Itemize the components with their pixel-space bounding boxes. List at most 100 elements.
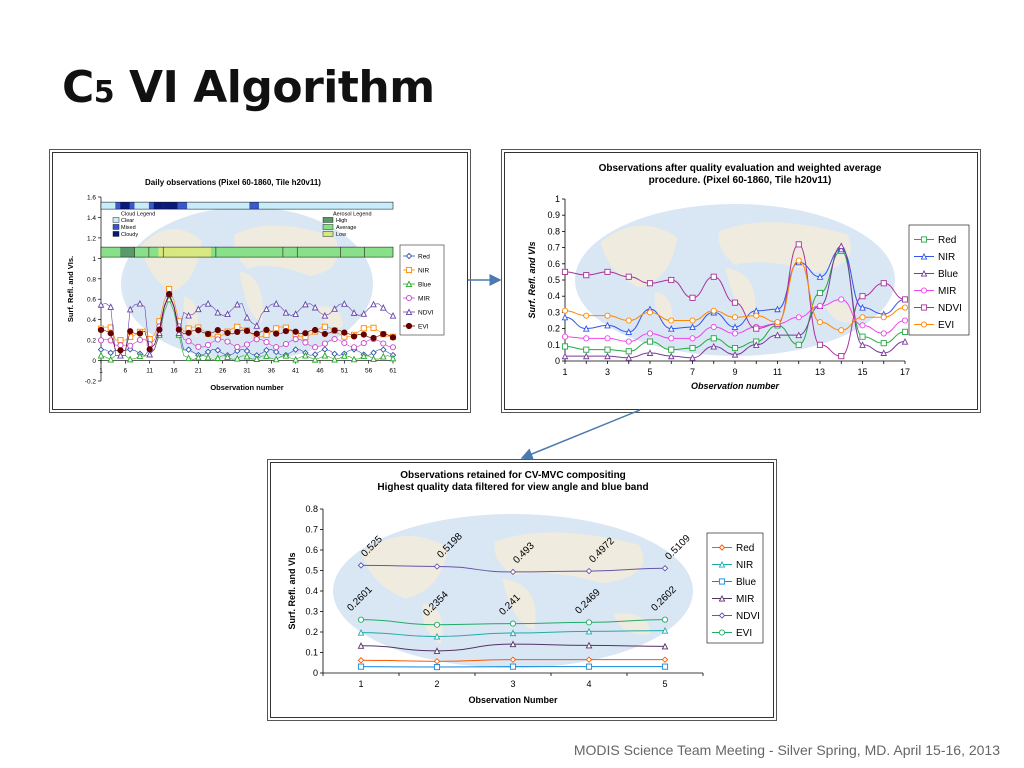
data-point-red xyxy=(795,341,802,348)
data-point-red xyxy=(901,328,909,335)
data-point-red xyxy=(107,349,114,357)
data-point-evi xyxy=(838,327,845,334)
cloud-legend-swatch xyxy=(112,231,120,237)
cloud-cell xyxy=(273,202,279,210)
aerosol-cell xyxy=(321,247,327,258)
x-tick-label: 2 xyxy=(434,679,439,689)
aerosol-legend-swatch xyxy=(322,217,334,223)
legend-marker-blue xyxy=(920,269,928,277)
cloud-cell xyxy=(306,202,312,210)
x-tick-label: 5 xyxy=(662,679,667,689)
data-point-evi xyxy=(136,330,144,337)
data-point-mir xyxy=(321,340,328,347)
slide-title-subscript: 5 xyxy=(93,75,115,110)
data-point-blue xyxy=(774,331,781,339)
data-point-red xyxy=(880,340,887,347)
data-point-blue xyxy=(126,355,134,363)
aerosol-cell xyxy=(354,247,360,258)
arrow-chart2-to-chart3 xyxy=(520,409,641,460)
x-tick-label: 5 xyxy=(647,367,652,377)
data-point-blue xyxy=(243,352,251,360)
series-mir xyxy=(357,640,669,654)
data-point-mir xyxy=(282,341,289,348)
data-point-blue xyxy=(185,354,192,361)
data-point-ndvi xyxy=(585,567,593,575)
data-point-blue xyxy=(604,352,611,360)
data-point-evi xyxy=(175,326,182,333)
y-tick-label: 1.4 xyxy=(87,215,96,222)
aerosol-cell xyxy=(364,247,370,258)
x-tick-label: 7 xyxy=(690,367,695,377)
data-point-mir xyxy=(625,338,632,345)
x-tick-label: 51 xyxy=(341,368,349,375)
data-point-mir xyxy=(731,330,739,337)
legend-marker-ndvi xyxy=(405,308,413,316)
cloud-strip xyxy=(100,201,394,210)
legend-label-ndvi: NDVI xyxy=(736,611,760,622)
aerosol-cell xyxy=(124,247,130,258)
data-point-nir xyxy=(357,629,365,636)
series-ndvi xyxy=(357,562,669,576)
x-tick-label: 3 xyxy=(605,367,610,377)
aerosol-cell xyxy=(105,247,111,258)
world-map-background-ocean xyxy=(333,514,693,668)
aerosol-cell xyxy=(330,247,336,258)
aerosol-cell xyxy=(306,247,312,258)
y-tick-label: 0.4 xyxy=(305,586,318,596)
cloud-cell xyxy=(330,202,336,210)
data-point-mir xyxy=(880,330,887,337)
data-point-red xyxy=(243,347,251,355)
data-point-mir xyxy=(224,338,231,345)
data-point-ndvi xyxy=(272,300,280,307)
data-point-red xyxy=(292,346,299,353)
cloud-cell xyxy=(369,202,375,210)
data-point-nir xyxy=(370,324,377,331)
chart-panel-daily-observations: Daily observations (Pixel 60-1860, Tile … xyxy=(52,152,468,410)
aerosol-strip-border xyxy=(100,246,394,258)
legend-label-ndvi: NDVI xyxy=(418,310,434,317)
series-blue xyxy=(561,242,909,361)
data-point-evi xyxy=(816,319,824,326)
cloud-cell xyxy=(220,202,226,210)
aerosol-cell xyxy=(220,247,226,258)
aerosol-cell xyxy=(144,247,150,258)
data-point-ndvi xyxy=(625,273,632,280)
cloud-cell xyxy=(249,202,255,210)
series-nir xyxy=(357,626,669,640)
aerosol-cell xyxy=(163,247,169,258)
data-point-red xyxy=(689,344,696,352)
data-point-evi xyxy=(127,328,134,335)
legend-marker-red xyxy=(718,544,726,551)
data-point-ndvi xyxy=(126,305,134,313)
data-point-mir xyxy=(331,336,338,343)
data-point-nir xyxy=(509,629,517,637)
world-map-background xyxy=(575,204,895,356)
legend-label-evi: EVI xyxy=(938,320,954,331)
world-map-background xyxy=(333,514,693,668)
y-tick-label: -0.2 xyxy=(85,379,97,386)
data-point-evi xyxy=(661,616,669,623)
x-tick-label: 11 xyxy=(146,368,153,375)
y-tick-label: 0.2 xyxy=(87,338,96,345)
x-tick-label: 46 xyxy=(316,368,324,375)
x-tick-label: 11 xyxy=(773,367,782,377)
data-point-mir xyxy=(357,642,365,649)
x-tick-label: 1 xyxy=(358,679,363,689)
chart-quality-evaluation: Observations after quality evaluation an… xyxy=(527,163,970,391)
y-tick-label: 0.8 xyxy=(87,276,96,283)
data-point-evi xyxy=(263,326,270,333)
data-point-mir xyxy=(243,341,251,348)
data-point-nir xyxy=(117,337,124,344)
data-point-mir xyxy=(136,336,143,343)
data-point-ndvi xyxy=(136,299,144,307)
data-point-mir xyxy=(292,336,299,343)
data-point-evi xyxy=(302,330,309,337)
cloud-cell xyxy=(172,202,178,210)
legend-label-evi: EVI xyxy=(736,628,752,639)
y-tick-label: 1 xyxy=(92,256,96,263)
y-axis-label: Surf. Refl. and VIs xyxy=(527,241,537,318)
aerosol-cell xyxy=(378,247,384,258)
cloud-cell xyxy=(364,202,370,210)
data-point-blue xyxy=(901,337,909,345)
